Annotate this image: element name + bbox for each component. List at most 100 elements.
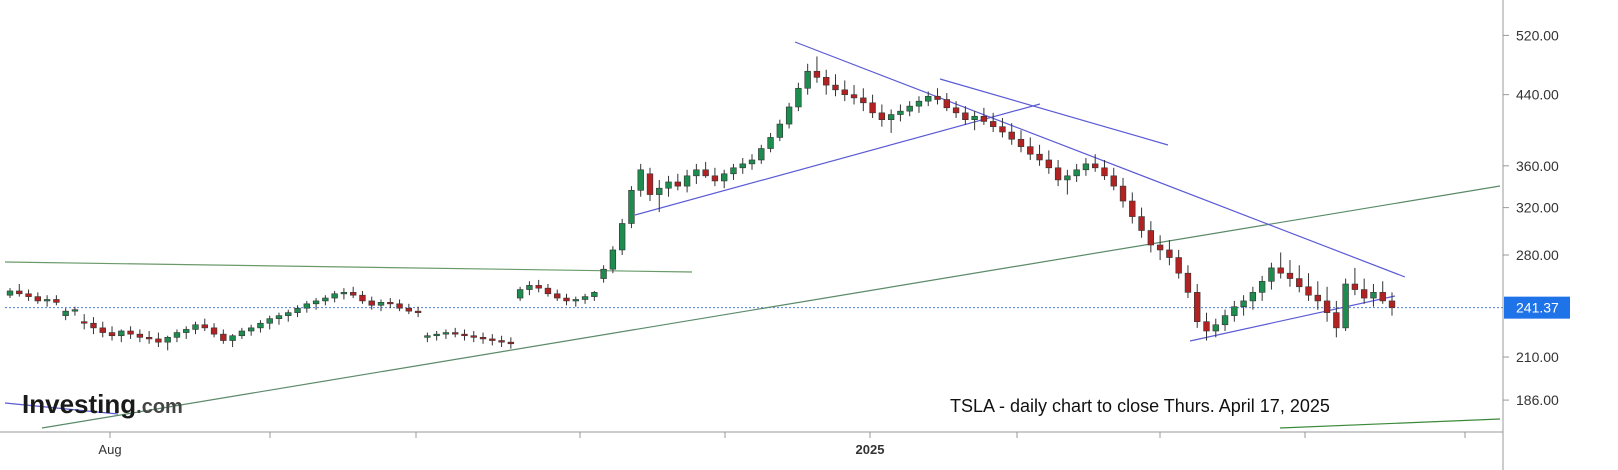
candle-body — [674, 181, 681, 187]
candle-body — [387, 302, 394, 305]
candle-down — [1045, 150, 1052, 174]
trendline-long-support — [41, 185, 1501, 429]
candle-body — [1175, 257, 1182, 274]
candle-body — [294, 307, 301, 313]
candle-down — [210, 323, 218, 338]
candle-up — [795, 82, 802, 112]
logo-wordmark: Investing.com — [22, 389, 183, 419]
candle-body — [1240, 300, 1247, 308]
candle-down — [220, 329, 227, 344]
candle-up — [71, 306, 79, 316]
candle-down — [1314, 281, 1321, 310]
candle-body — [1203, 321, 1210, 332]
y-tick-label: 280.00 — [1516, 247, 1559, 263]
candle-body — [16, 290, 23, 295]
candle-body — [285, 312, 292, 316]
candle-up — [1342, 278, 1349, 331]
candle-body — [210, 327, 218, 335]
candle-body — [201, 324, 208, 329]
candle-down — [1286, 260, 1294, 287]
candle-up — [192, 321, 199, 335]
candle-up — [1249, 286, 1257, 310]
candle-up — [294, 305, 301, 318]
candle-down — [934, 88, 941, 105]
candle-body — [99, 327, 106, 333]
candle-body — [563, 297, 570, 302]
candle-up — [1268, 262, 1275, 290]
candle-up — [442, 329, 450, 339]
candle-body — [1008, 131, 1015, 140]
candle-body — [758, 148, 765, 161]
candle-down — [1175, 249, 1182, 279]
candle-up — [331, 290, 338, 303]
trendline-lower-right — [1189, 295, 1396, 342]
candle-up — [1064, 169, 1071, 195]
candle-body — [1249, 292, 1257, 302]
candle-body — [850, 94, 858, 99]
candle-down — [544, 284, 552, 297]
candle-body — [600, 268, 607, 279]
candle-down — [359, 290, 366, 304]
candle-down — [1305, 273, 1312, 301]
candle-up — [275, 312, 283, 325]
candle-down — [952, 101, 960, 118]
candle-body — [442, 332, 450, 335]
candle-up — [739, 158, 746, 174]
trendline-resistance-horizontal — [4, 261, 693, 273]
last-price-tag — [1504, 296, 1570, 319]
candle-body — [999, 126, 1006, 133]
candle-body — [1027, 146, 1034, 155]
candle-up — [433, 330, 440, 341]
candle-down — [1027, 137, 1034, 160]
candle-up — [656, 179, 663, 213]
candle-body — [238, 330, 246, 337]
candle-up — [229, 334, 236, 348]
candle-body — [340, 292, 348, 295]
candle-up — [526, 281, 533, 296]
candle-down — [1054, 159, 1062, 187]
candle-down — [999, 117, 1006, 138]
candle-body — [303, 303, 310, 309]
candle-body — [637, 169, 644, 191]
candle-body — [1351, 283, 1359, 290]
candle-body — [71, 309, 79, 312]
candle-down — [832, 74, 839, 97]
candle-body — [516, 289, 524, 299]
candle-up — [683, 169, 691, 193]
candle-body — [823, 77, 830, 86]
candle-body — [192, 324, 199, 330]
candle-down — [1388, 292, 1396, 316]
candle-down — [405, 303, 413, 315]
candle-up — [6, 288, 14, 299]
candle-down — [1194, 284, 1201, 328]
candle-body — [368, 300, 375, 306]
candle-body — [452, 332, 459, 335]
candle-down — [1092, 154, 1099, 172]
candle-down — [350, 286, 357, 299]
candle-body — [869, 102, 876, 114]
candle-down — [813, 56, 821, 83]
candle-body — [81, 321, 88, 324]
candle-body — [90, 322, 97, 329]
candle-body — [721, 173, 728, 182]
candle-body — [1138, 216, 1145, 231]
candle-up — [971, 111, 978, 131]
candle-body — [878, 112, 886, 121]
candle-down — [90, 317, 97, 335]
candle-up — [340, 288, 348, 300]
y-tick-label: 186.00 — [1516, 392, 1559, 408]
y-tick-label: 360.00 — [1516, 158, 1559, 174]
axes-layer: 520.00 440.00 360.00 320.00 280.00 210.00 186.… — [0, 0, 1570, 470]
candle-down — [1138, 207, 1145, 238]
candle-down — [860, 88, 867, 112]
candle-up — [516, 286, 524, 301]
candle-body — [53, 299, 60, 303]
candle-body — [424, 335, 431, 338]
candle-body — [1323, 300, 1331, 313]
candle-down — [470, 330, 477, 343]
candle-body — [1119, 185, 1127, 202]
candle-body — [1370, 292, 1377, 299]
candle-body — [377, 302, 385, 306]
trendline-lower-left — [4, 402, 119, 415]
